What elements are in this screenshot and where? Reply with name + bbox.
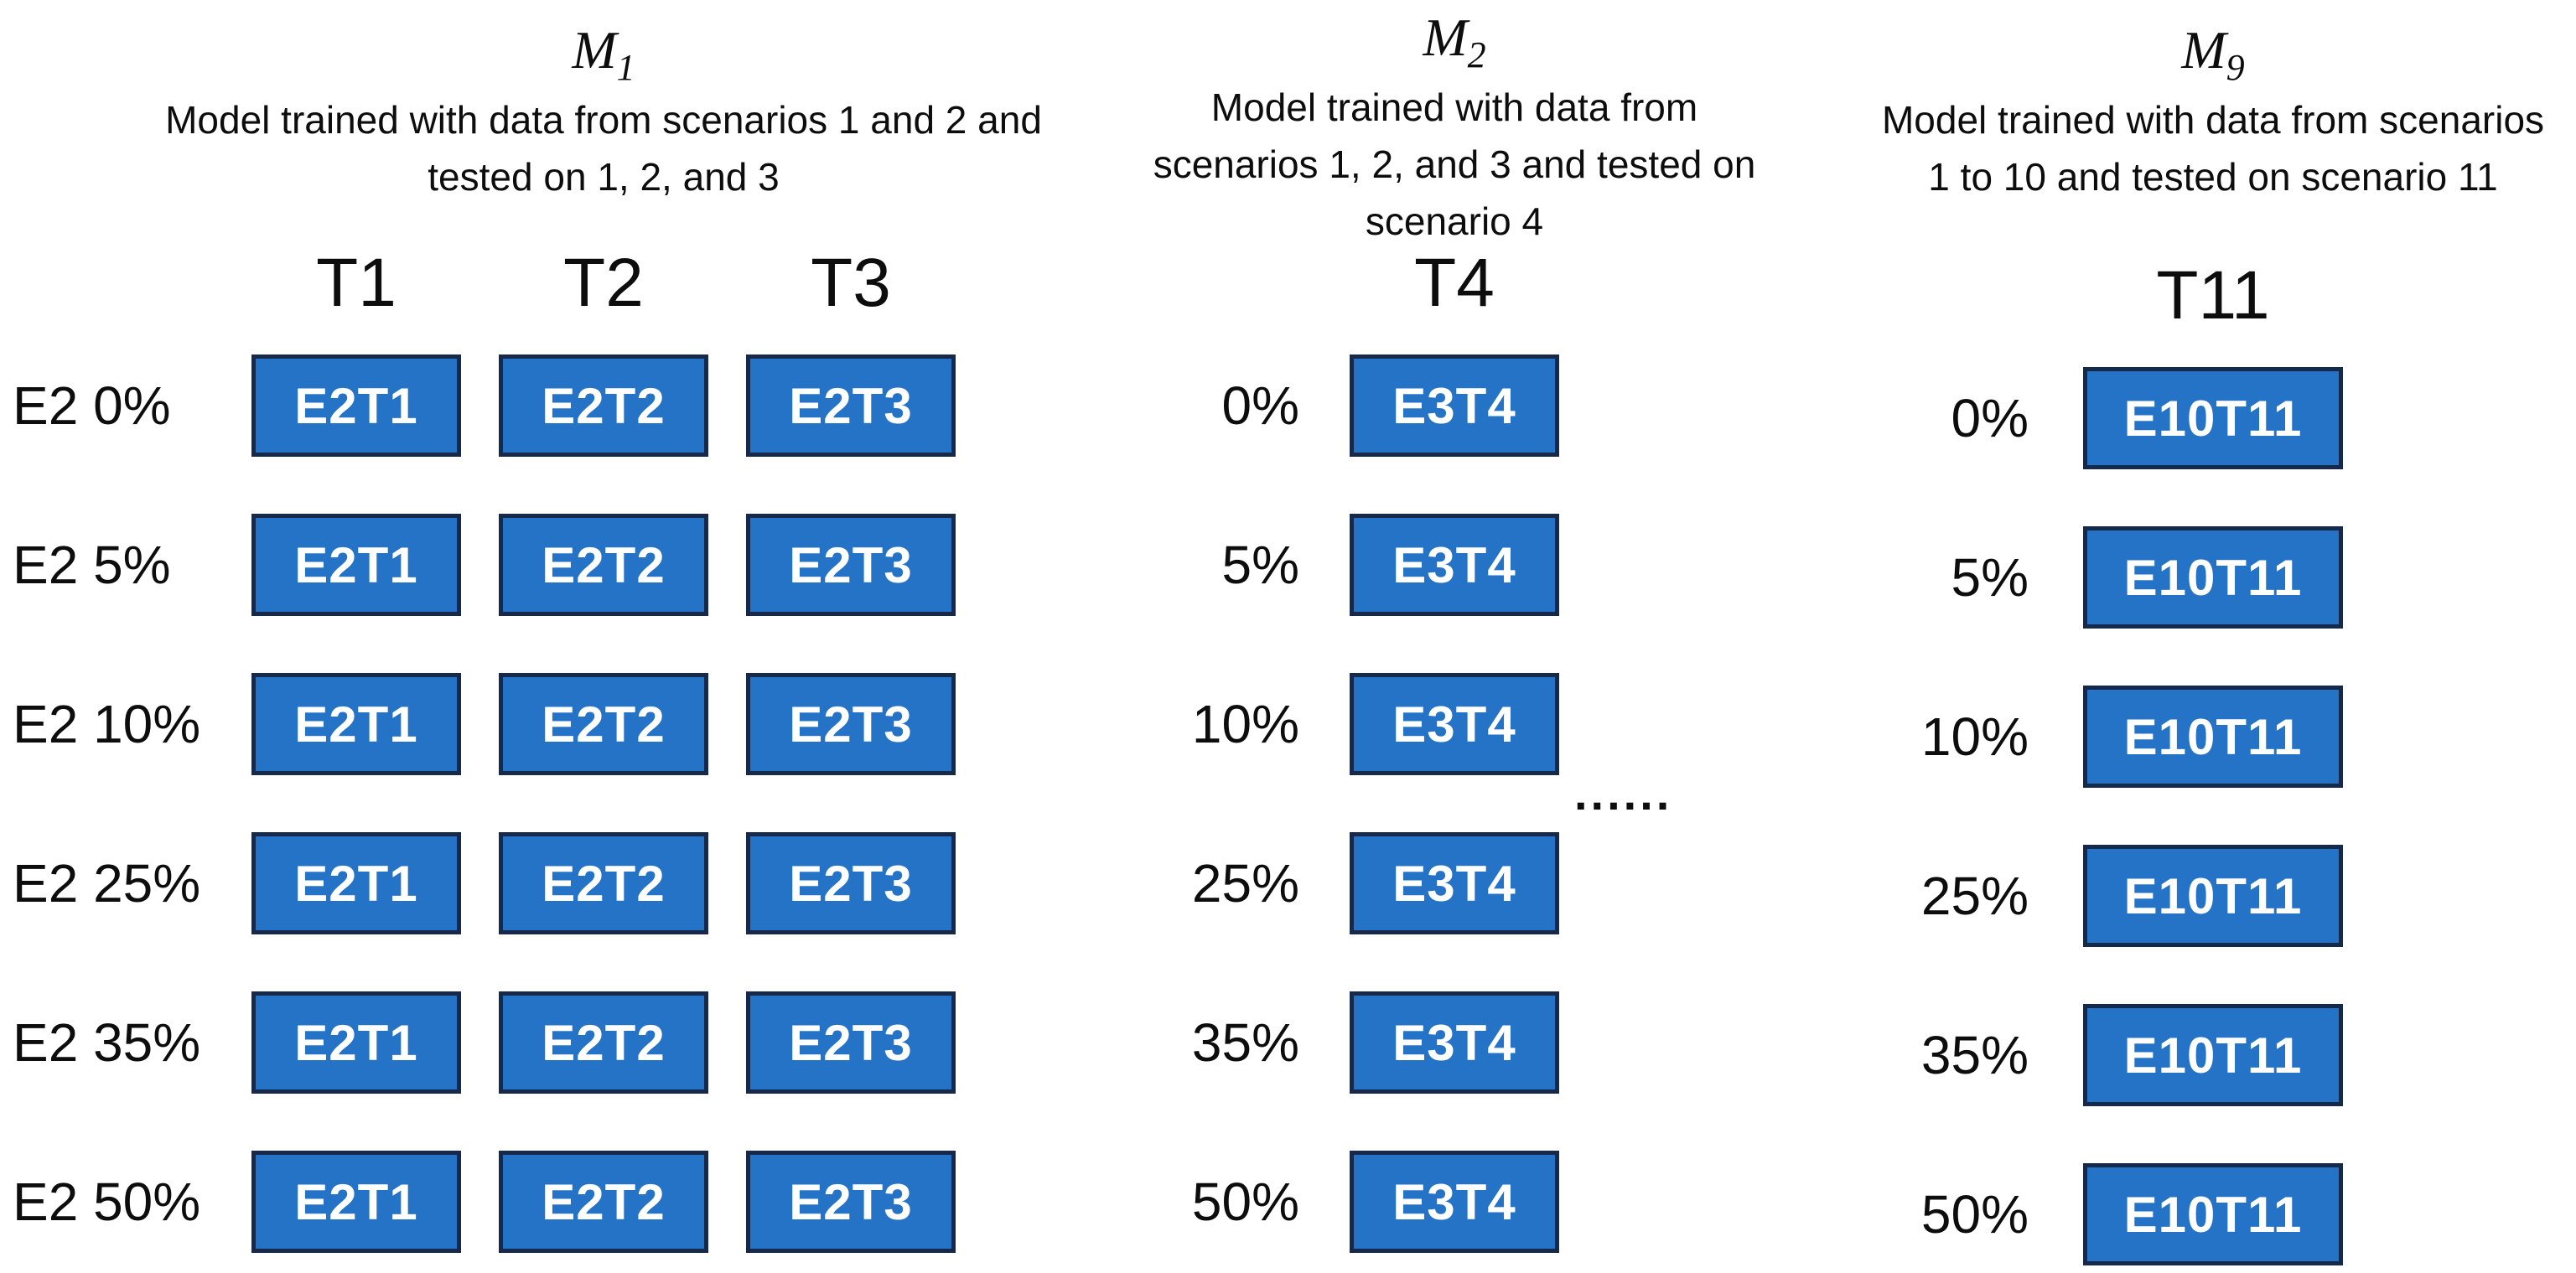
model-group-header: M1 Model trained with data from scenario…: [165, 0, 1042, 235]
result-box: E2T1: [251, 832, 461, 934]
result-box: E3T4: [1350, 991, 1559, 1094]
result-box: E10T11: [2083, 686, 2343, 788]
result-box: E2T2: [499, 832, 708, 934]
model-group-m9: M9 Model trained with data from scenario…: [1811, 0, 2544, 1265]
result-box: E3T4: [1350, 1151, 1559, 1253]
result-box: E10T11: [2083, 1163, 2343, 1265]
result-box: E2T3: [746, 991, 956, 1094]
result-box: E3T4: [1350, 673, 1559, 775]
continuation-dots: ......: [1574, 767, 1673, 820]
test-column-header: T4: [1414, 244, 1495, 321]
result-box: E2T3: [746, 832, 956, 934]
result-rows: 0% E10T11 5% E10T11 10% E10T11 25% E10T11 35% E10…: [1811, 367, 2347, 1265]
test-column-header: T3: [811, 244, 891, 321]
row-label: 0%: [1221, 375, 1300, 436]
model-subscript: 9: [2226, 46, 2245, 88]
test-header-row: T4: [1132, 235, 1559, 331]
row-label: E2 35%: [13, 1012, 201, 1073]
result-box: E2T3: [746, 354, 956, 457]
result-box: E2T3: [746, 514, 956, 616]
result-box: E3T4: [1350, 832, 1559, 934]
result-box: E2T1: [251, 354, 461, 457]
result-box: E2T2: [499, 991, 708, 1094]
result-box: E2T2: [499, 514, 708, 616]
result-box: E10T11: [2083, 367, 2343, 469]
test-column-header: T1: [316, 244, 397, 321]
model-group-m1: M1 Model trained with data from scenario…: [13, 0, 1042, 1253]
row-label: 5%: [1221, 535, 1300, 595]
model-letter: M: [2181, 20, 2226, 80]
result-box: E2T2: [499, 673, 708, 775]
row-label: 5%: [1951, 547, 2029, 608]
result-box: E2T3: [746, 1151, 956, 1253]
result-box: E2T1: [251, 514, 461, 616]
result-box: E10T11: [2083, 1004, 2343, 1106]
row-label: 10%: [1191, 694, 1299, 754]
model-title: M2: [1423, 8, 1485, 74]
test-column-header: T2: [563, 244, 644, 321]
row-label: E2 50%: [13, 1172, 201, 1232]
model-letter: M: [572, 20, 617, 80]
result-box: E2T2: [499, 354, 708, 457]
row-label: E2 10%: [13, 694, 201, 754]
row-label: 25%: [1191, 853, 1299, 913]
model-subscript: 1: [616, 46, 635, 88]
row-label: 50%: [1191, 1172, 1299, 1232]
model-title: M1: [572, 20, 635, 88]
result-box: E10T11: [2083, 845, 2343, 947]
row-label: 50%: [1920, 1184, 2029, 1245]
row-label: 35%: [1191, 1012, 1299, 1073]
row-label: 10%: [1920, 706, 2029, 767]
model-description: Model trained with data from scenarios 1 …: [1881, 97, 2545, 199]
model-description: Model trained with data from scenarios 1,…: [1153, 85, 1756, 243]
test-column-header: T11: [2156, 256, 2270, 334]
row-label: 0%: [1951, 388, 2029, 448]
model-subscript: 2: [1467, 34, 1486, 75]
result-box: E3T4: [1350, 514, 1559, 616]
row-label: 35%: [1920, 1025, 2029, 1085]
model-description: Model trained with data from scenarios 1…: [165, 97, 1042, 199]
result-box: E3T4: [1350, 354, 1559, 457]
result-box: E2T1: [251, 673, 461, 775]
model-group-header: M2 Model trained with data from scenarios…: [1153, 0, 1756, 242]
result-box: E2T3: [746, 673, 956, 775]
model-letter: M: [1423, 8, 1468, 67]
test-header-row: T11: [1811, 247, 2347, 344]
model-title: M9: [2181, 20, 2245, 88]
result-box: E10T11: [2083, 526, 2343, 629]
result-rows: E2 0% E2T1 E2T2 E2T3 E2 5% E2T1 E2T2 E2T3 E2 10%…: [13, 354, 968, 1253]
result-rows: 0% E3T4 5% E3T4 10% E3T4 25% E3T4 35% E3T4 50% E3T4: [1132, 354, 1559, 1253]
row-label: E2 0%: [13, 375, 171, 436]
result-box: E2T2: [499, 1151, 708, 1253]
model-group-m2: M2 Model trained with data from scenarios…: [1132, 0, 1756, 1253]
result-box: E2T1: [251, 1151, 461, 1253]
row-label: 25%: [1920, 866, 2029, 926]
test-header-row: T1 T2 T3: [13, 235, 968, 331]
result-box: E2T1: [251, 991, 461, 1094]
model-group-header: M9 Model trained with data from scenario…: [1882, 0, 2544, 235]
row-label: E2 25%: [13, 853, 201, 913]
row-label: E2 5%: [13, 535, 171, 595]
